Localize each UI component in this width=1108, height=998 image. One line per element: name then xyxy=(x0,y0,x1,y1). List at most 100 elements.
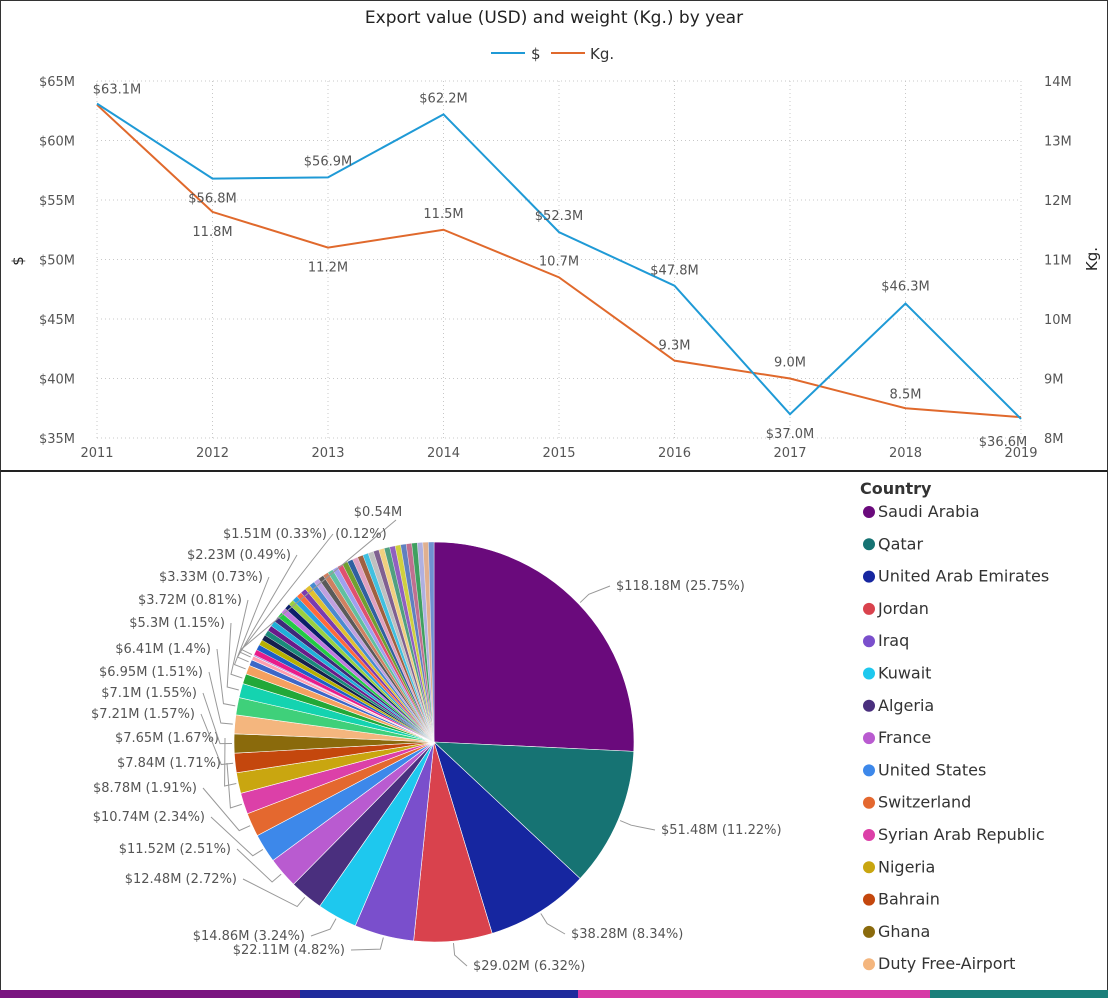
leader-line xyxy=(224,737,237,787)
legend-item-label: Bahrain xyxy=(878,890,940,909)
legend-item-label: Switzerland xyxy=(878,793,971,812)
y-tick-label: $60M xyxy=(39,135,75,150)
legend-usd-label: $ xyxy=(531,45,541,63)
legend-title: Country xyxy=(860,479,932,498)
leader-line xyxy=(242,878,306,908)
leader-line xyxy=(226,762,242,809)
x-tick-label: 2017 xyxy=(773,446,806,461)
data-label-usd: $47.8M xyxy=(650,264,698,279)
legend-swatch xyxy=(863,764,875,777)
data-label-kg: 11.5M xyxy=(423,207,463,222)
legend-item-label: Qatar xyxy=(878,534,923,553)
y2-tick-label: 11M xyxy=(1044,254,1072,269)
leader-line xyxy=(210,816,264,857)
legend-kg-label: Kg. xyxy=(590,45,614,63)
legend-swatch xyxy=(863,829,875,841)
data-label-usd: $36.6M xyxy=(979,435,1027,450)
pie-data-label: (0.12%) xyxy=(335,527,386,542)
strip-segment xyxy=(300,990,578,998)
leader-line xyxy=(240,519,397,655)
pie-data-label: $7.84M (1.71%) xyxy=(117,756,221,771)
data-label-kg: 9.0M xyxy=(774,356,806,371)
y2-tick-label: 9M xyxy=(1044,373,1064,388)
legend-item-label: Iraq xyxy=(878,631,909,650)
pie-chart-panel: $118.18M (25.75%) $51.48M (11.22%) $38.28M… xyxy=(0,472,1108,998)
leader-line xyxy=(230,599,249,679)
pie-data-label: $6.95M (1.51%) xyxy=(99,665,203,680)
pie-data-label: $12.48M (2.72%) xyxy=(125,872,237,887)
legend-item-label: Kuwait xyxy=(878,664,931,683)
y2-tick-label: 8M xyxy=(1044,432,1064,447)
pie-data-label: $22.11M (4.82%) xyxy=(233,943,345,958)
data-label-usd: $62.2M xyxy=(419,91,467,106)
leader-line xyxy=(216,648,236,707)
pie-data-label: $29.02M (6.32%) xyxy=(473,959,585,974)
y-tick-label: $65M xyxy=(39,75,75,90)
x-tick-label: 2019 xyxy=(1004,446,1037,461)
leader-line xyxy=(619,820,656,831)
data-label-kg: 10.7M xyxy=(539,254,579,269)
data-label-usd: $56.9M xyxy=(304,154,352,169)
y-tick-label: $55M xyxy=(39,194,75,209)
leader-line xyxy=(202,692,233,745)
leader-line xyxy=(202,787,251,832)
pie-slice xyxy=(433,541,635,752)
line-chart: Export value (USD) and weight (Kg.) by y… xyxy=(9,8,1101,461)
line-chart-panel: Export value (USD) and weight (Kg.) by y… xyxy=(0,0,1108,472)
legend-swatch xyxy=(863,667,875,680)
leader-line xyxy=(350,937,384,951)
legend-swatch xyxy=(863,538,875,551)
pie-data-label: $3.33M (0.73%) xyxy=(159,570,263,585)
legend-swatch xyxy=(863,958,875,971)
data-label-kg: 11.2M xyxy=(308,261,348,276)
pie-slice xyxy=(433,741,581,934)
pie-slice-small xyxy=(428,541,435,743)
strip-segment xyxy=(0,990,300,998)
data-label-usd: $56.8M xyxy=(188,192,236,207)
pie-data-label: $2.23M (0.49%) xyxy=(187,548,291,563)
x-tick-label: 2012 xyxy=(196,446,229,461)
data-label-kg: 9.3M xyxy=(659,339,691,354)
pie-data-label: $38.28M (8.34%) xyxy=(571,927,683,942)
pie-data-label: $51.48M (11.22%) xyxy=(661,823,782,838)
leader-line xyxy=(233,576,270,670)
legend-item-label: United States xyxy=(878,760,986,779)
bottom-color-strip xyxy=(0,990,1108,998)
x-tick-label: 2014 xyxy=(427,446,460,461)
leader-line xyxy=(540,913,566,935)
x-tick-label: 2016 xyxy=(658,446,691,461)
legend-item-label: France xyxy=(878,728,931,747)
series-line-kg xyxy=(96,104,1022,419)
y-tick-label: $35M xyxy=(39,432,75,447)
legend-swatch xyxy=(863,506,875,518)
leader-line xyxy=(200,713,234,766)
pie-data-label: $7.65M (1.67%) xyxy=(115,731,219,746)
legend-swatch xyxy=(863,602,875,615)
legend-item-label: Saudi Arabia xyxy=(878,502,980,521)
leader-line xyxy=(208,671,233,725)
legend-item-label: Algeria xyxy=(878,696,934,715)
legend-swatch xyxy=(863,732,875,745)
pie-data-label: $5.3M (1.15%) xyxy=(129,616,225,631)
legend-swatch xyxy=(863,570,875,583)
legend-item-label: United Arab Emirates xyxy=(878,567,1049,586)
pie-slice xyxy=(433,741,635,879)
y2-tick-label: 13M xyxy=(1044,135,1072,150)
data-label-usd: $46.3M xyxy=(881,280,929,295)
leader-line xyxy=(239,533,334,658)
x-tick-label: 2011 xyxy=(80,446,113,461)
leader-line xyxy=(579,585,611,603)
legend-swatch xyxy=(863,699,875,712)
strip-segment xyxy=(930,990,1108,998)
y-tick-label: $50M xyxy=(39,254,75,269)
leader-line xyxy=(310,918,337,937)
legend-swatch xyxy=(863,635,875,648)
y-tick-label: $45M xyxy=(39,313,75,328)
x-tick-label: 2015 xyxy=(542,446,575,461)
leader-line xyxy=(236,848,282,883)
pie-data-label: $8.78M (1.91%) xyxy=(93,781,197,796)
pie-data-label: $118.18M (25.75%) xyxy=(616,579,745,594)
x-tick-label: 2018 xyxy=(889,446,922,461)
y2-axis-title: Kg. xyxy=(1083,247,1101,271)
pie-data-label: $7.21M (1.57%) xyxy=(91,707,195,722)
